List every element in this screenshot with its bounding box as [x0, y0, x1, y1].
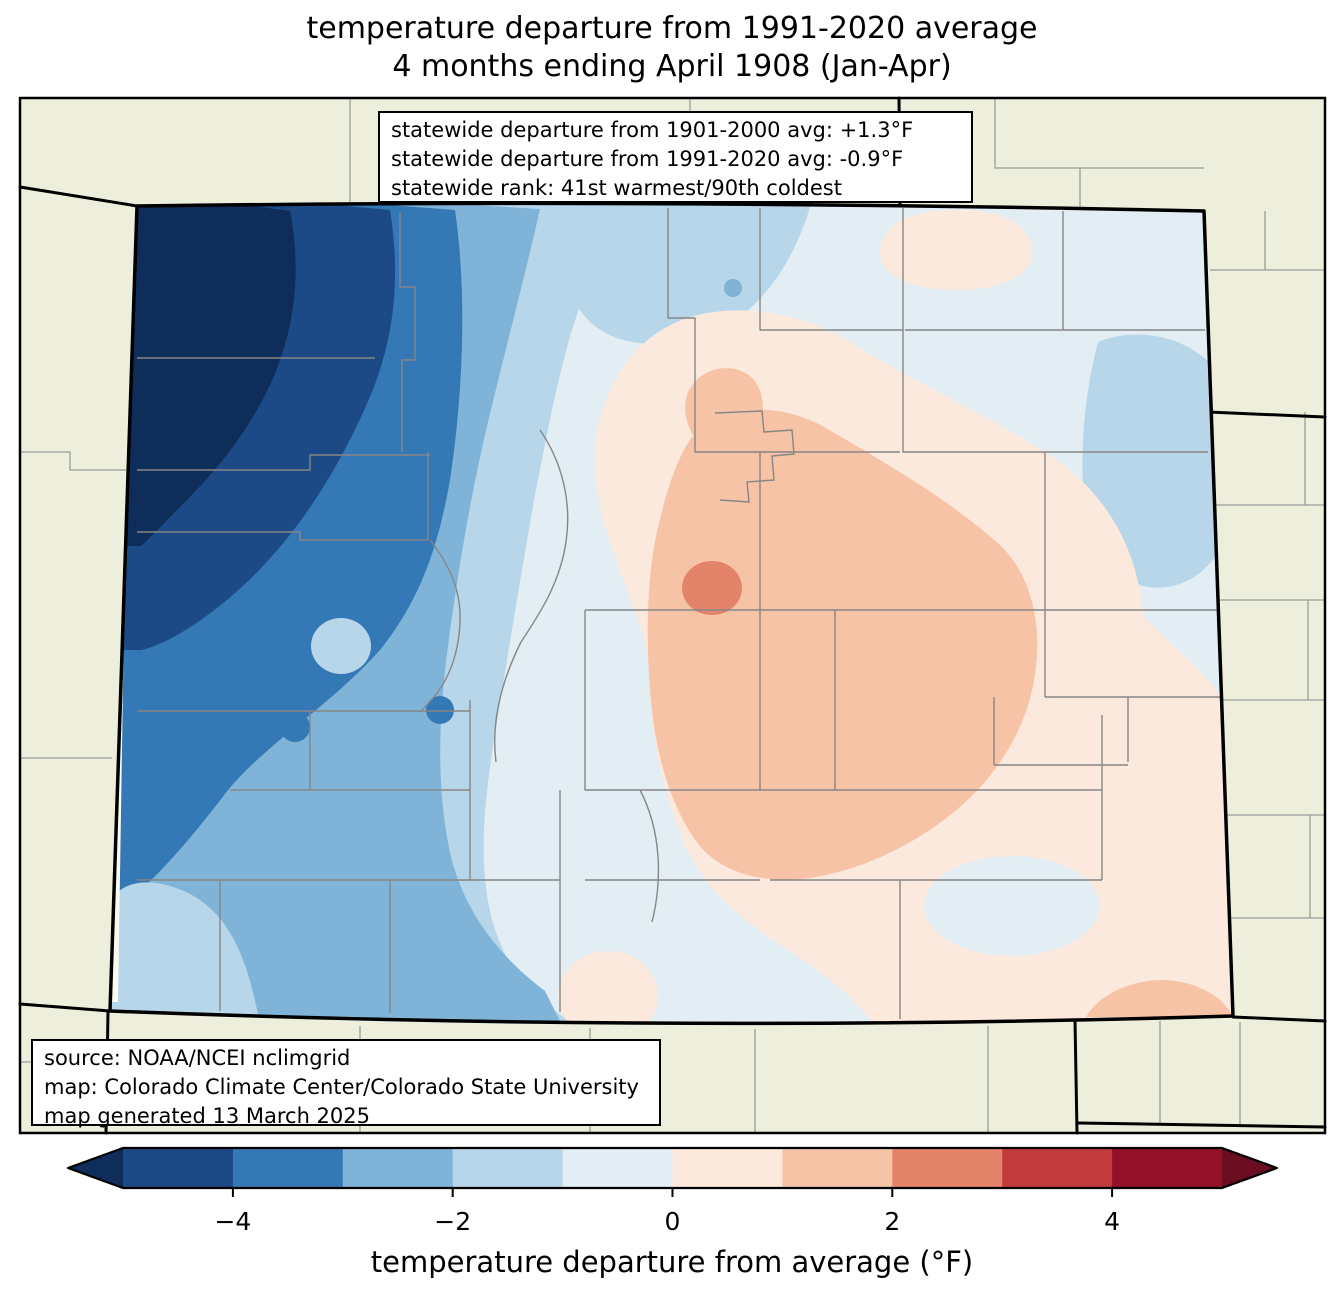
contour-dot-central: [426, 696, 454, 724]
colorbar-segment: [452, 1148, 564, 1188]
colorbar-tick-label: −4: [214, 1207, 251, 1236]
contour-light-hole: [311, 618, 371, 674]
stats-line-1: statewide departure from 1901-2000 avg: …: [391, 118, 914, 142]
colorbar-tick-label: 4: [1104, 1207, 1120, 1236]
colorbar-tick-label: −2: [434, 1207, 471, 1236]
colorbar-segment: [123, 1148, 234, 1188]
colorbar-tick-label: 0: [665, 1207, 681, 1236]
county-lines: [137, 208, 1226, 1019]
contour-se-cool-dip: [924, 856, 1100, 956]
colorbar-under-arrow: [68, 1148, 123, 1188]
colorbar-over-arrow: [1222, 1148, 1277, 1188]
colorbar-segment: [672, 1148, 783, 1188]
colorbar-caption: temperature departure from average (°F): [371, 1245, 973, 1279]
colorbar-segment: [232, 1148, 344, 1188]
plot-frame: [18, 96, 1327, 1135]
title-line-1: temperature departure from 1991-2020 ave…: [306, 11, 1038, 46]
contour-south-pink-blob: [558, 951, 658, 1024]
colorbar-outline: [66, 1146, 1279, 1190]
title-line-2: 4 months ending April 1908 (Jan-Apr): [392, 49, 952, 84]
colorbar-segments: [68, 1148, 1277, 1188]
contour-dot-west: [280, 712, 310, 742]
colorbar-segment: [562, 1148, 674, 1188]
colorbar-tick-labels: −4 −2 0 2 4: [214, 1207, 1120, 1236]
contour-ne-blob-m2-m1: [1082, 334, 1216, 588]
stats-line-2: statewide departure from 1991-2020 avg: …: [391, 147, 904, 171]
contour-region-p1-p2: [647, 409, 1038, 880]
colorbar-segment: [892, 1148, 1003, 1188]
source-box: source: NOAA/NCEI nclimgrid map: Colorad…: [31, 1039, 661, 1128]
contour-sw-corner-m2-m1: [110, 882, 258, 1014]
contour-south-sliver-p1-p2: [1086, 980, 1233, 1017]
source-line-2: map: Colorado Climate Center/Colorado St…: [44, 1075, 639, 1099]
colorbar-segment: [782, 1148, 893, 1188]
stats-line-3: statewide rank: 41st warmest/90th coldes…: [391, 176, 842, 200]
colorbar-segment: [1002, 1148, 1113, 1188]
colorado-state-border: [108, 201, 1235, 1026]
colorbar-segment: [1112, 1148, 1223, 1188]
source-line-1: source: NOAA/NCEI nclimgrid: [44, 1046, 351, 1070]
contour-dot-north: [724, 279, 742, 297]
figure-title: temperature departure from 1991-2020 ave…: [0, 10, 1344, 86]
colorbar-segment: [342, 1148, 454, 1188]
contour-finger-p1-p2: [685, 368, 763, 455]
colorbar-ticks: [231, 1188, 1114, 1197]
contour-fills: [110, 203, 1233, 1024]
statewide-stats-box: statewide departure from 1901-2000 avg: …: [378, 111, 973, 203]
contour-north-pink-blob: [880, 210, 1032, 290]
source-line-3: map generated 13 March 2025: [44, 1104, 371, 1128]
colorbar-tick-label: 2: [884, 1207, 900, 1236]
contour-core-p2-p3: [682, 561, 742, 615]
